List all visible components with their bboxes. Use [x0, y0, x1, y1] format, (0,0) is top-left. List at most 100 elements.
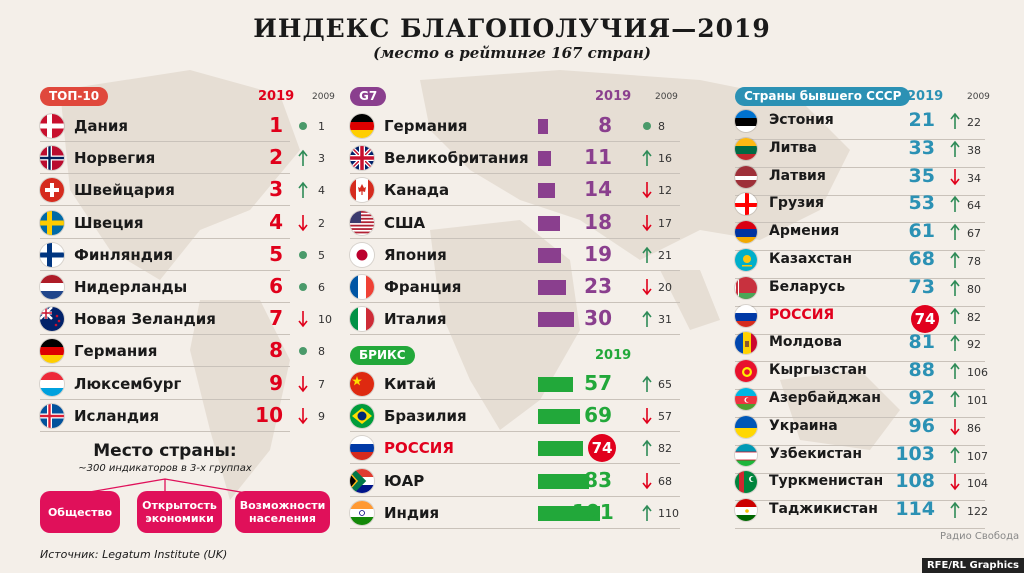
flag-ru-icon [735, 304, 757, 327]
rank-2009: 64 [967, 199, 981, 213]
arrow-up-icon [640, 148, 654, 168]
flag-dk-icon [40, 114, 64, 138]
rank-bar [538, 247, 561, 263]
rank-value: 11 [584, 145, 612, 170]
rank-2009: 10 [318, 313, 332, 327]
col-header-current: 2019 [907, 89, 944, 104]
flag-ch-icon [40, 178, 64, 203]
rank-2009: 68 [658, 474, 672, 488]
rank-value: 14 [584, 177, 612, 202]
rank-value: 73 [908, 275, 935, 298]
arrow-up-icon [296, 148, 310, 168]
row-divider [735, 500, 985, 502]
col-header-current: 2019 [595, 348, 632, 363]
row-divider [735, 361, 985, 363]
country-name: Германия [384, 117, 468, 135]
flag-us-icon [350, 210, 374, 235]
panel-title-0: ТОП-10 [40, 87, 109, 106]
panel-title-1: G7 [350, 87, 387, 106]
flag-in-icon [350, 500, 374, 525]
row-divider [350, 173, 680, 175]
table-row: Франция 23 20 [350, 271, 680, 303]
country-name: Таджикистан [769, 501, 878, 518]
rank-value: 114 [895, 498, 935, 521]
dot-icon [296, 245, 310, 265]
table-row: Финляндия 5 5 [40, 239, 325, 271]
rank-value: 2 [269, 145, 283, 170]
row-divider [350, 141, 680, 142]
arrow-up-icon [948, 139, 962, 159]
rank-value: 83 [584, 467, 612, 492]
page-subtitle: (место в рейтинге 167 стран) [373, 44, 651, 62]
arrow-down-icon [640, 277, 654, 297]
row-divider [40, 205, 290, 207]
rank-2009: 104 [967, 477, 988, 491]
row-divider [735, 389, 985, 391]
explainer-title: Место страны: [93, 441, 237, 461]
flag-az-icon [735, 388, 757, 410]
table-row: Кыргызстан 88 106 [735, 358, 988, 391]
rank-value: 21 [908, 109, 935, 131]
flag-md-icon [735, 332, 757, 355]
country-name: Исландия [74, 406, 160, 425]
row-divider [735, 444, 985, 446]
country-name: Казахстан [769, 251, 853, 267]
row-divider [735, 278, 985, 279]
rank-value-highlight: 74 [588, 434, 616, 463]
row-divider [350, 527, 680, 529]
rank-2009: 110 [658, 506, 679, 520]
rank-bar [538, 312, 574, 328]
rank-value: 35 [908, 164, 935, 187]
arrow-up-icon [948, 194, 962, 214]
arrow-down-icon [296, 406, 310, 426]
country-name: Канада [384, 181, 450, 200]
arrow-up-icon [948, 278, 962, 298]
table-row: Казахстан 68 78 [735, 247, 985, 279]
rank-2009: 57 [658, 410, 672, 424]
rank-2009: 5 [318, 248, 325, 262]
flag-nz-icon [40, 307, 64, 332]
country-name: Азербайджан [769, 390, 881, 406]
rank-value-highlight: 74 [911, 304, 939, 333]
country-name: Грузия [769, 195, 825, 212]
rank-value: 23 [584, 274, 612, 298]
rank-2009: 65 [658, 378, 672, 391]
country-name: РОССИЯ [769, 306, 835, 323]
table-row: Индия 101 110 [350, 497, 680, 529]
col-header-current: 2019 [258, 89, 295, 104]
country-name: Япония [384, 245, 447, 264]
arrow-up-icon [948, 389, 962, 409]
table-row: США 18 17 [350, 207, 680, 239]
rank-2009: 1 [318, 120, 325, 133]
table-row: Литва 33 38 [735, 136, 985, 168]
rank-value: 108 [895, 470, 935, 493]
country-name: Франция [384, 278, 462, 296]
table-row: Армения 61 67 [735, 219, 985, 252]
table-row: Азербайджан 92 101 [735, 386, 988, 418]
flag-ge-icon [735, 193, 757, 216]
country-name: Китай [384, 375, 437, 393]
page-title: ИНДЕКС БЛАГОПОЛУЧИЯ—2019 [253, 14, 771, 43]
country-name: Латвия [769, 167, 826, 184]
country-name: Италия [384, 310, 447, 329]
arrow-down-icon [296, 374, 310, 394]
rank-value: 53 [908, 192, 935, 215]
rank-bar [538, 409, 580, 425]
table-row: Исландия 10 9 [40, 400, 325, 432]
country-name: США [384, 213, 426, 232]
country-name: Швейцария [74, 181, 175, 200]
dot-icon [640, 116, 654, 136]
table-row: Швеция 4 2 [40, 207, 325, 239]
table-row: Латвия 35 34 [735, 164, 985, 196]
rank-2009: 6 [318, 281, 325, 294]
table-row: Узбекистан 103 107 [735, 442, 988, 474]
col-header-current: 2019 [595, 89, 632, 104]
row-divider [735, 333, 985, 335]
table-row: Китай 57 65 [350, 368, 680, 400]
rank-value: 3 [269, 177, 283, 202]
flag-ru-icon [350, 436, 374, 461]
rank-2009: 22 [967, 116, 981, 129]
rank-2009: 67 [967, 227, 981, 241]
arrow-up-icon [948, 445, 962, 465]
arrow-up-icon [948, 500, 962, 520]
